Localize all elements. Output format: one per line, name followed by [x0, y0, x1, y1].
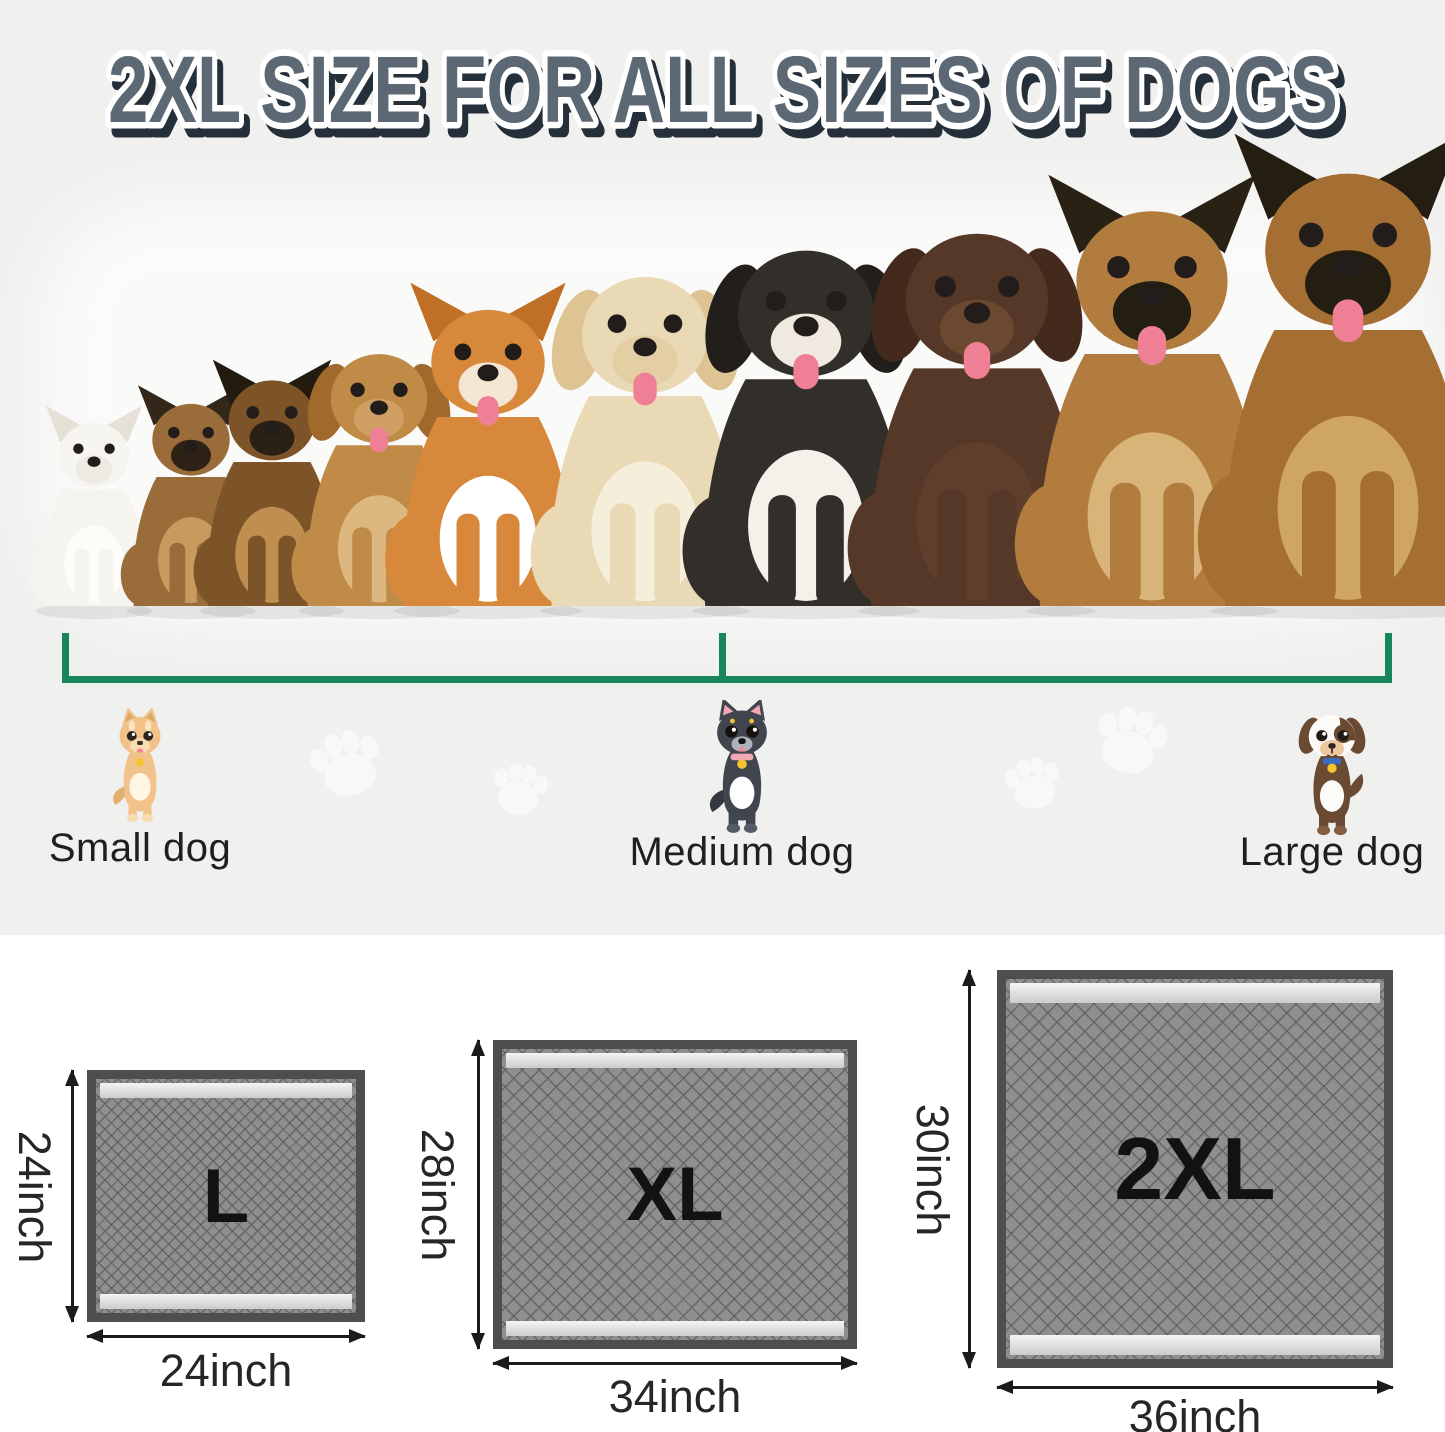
dog-german-shepherd-2 [1197, 133, 1445, 606]
dog-shadow [35, 603, 153, 619]
paw-print-icon [309, 729, 379, 797]
height-arrow-l [65, 1069, 79, 1323]
pad-2xl-top-strip [1010, 983, 1380, 1003]
dog-shadow [1210, 603, 1445, 619]
category-large-dog: Large dog [1172, 706, 1445, 874]
pad-l-top-strip [100, 1083, 352, 1098]
dog-shadow [298, 603, 460, 619]
pad-xl-graphic: XL [493, 1040, 857, 1349]
medium-dog-icon [709, 700, 767, 834]
pad-l-graphic: L [87, 1070, 365, 1322]
category-small-dog: Small dog [0, 708, 300, 870]
size-bracket-tick-right [1385, 633, 1392, 679]
category-label-small: Small dog [48, 826, 232, 870]
pad-size-section: 24inch L 24inch 28inch XL 34inch 30inch [0, 935, 1445, 1432]
dog-shadow [1026, 603, 1278, 619]
width-arrow-l [86, 1329, 366, 1343]
pad-2xl-graphic: 2XL [997, 970, 1393, 1368]
width-label-xl: 34inch [608, 1371, 742, 1422]
height-label-l: 24inch [9, 1130, 60, 1264]
size-bracket-tick-middle [719, 633, 726, 679]
size-bracket-line [62, 676, 1392, 683]
title-outline: 2XL SIZE FOR ALL SIZES OF DOGS [108, 37, 1338, 143]
size-bracket-tick-left [62, 633, 69, 679]
pad-2xl-label: 2XL [1114, 1119, 1276, 1218]
height-arrow-2xl [962, 969, 976, 1369]
height-arrow-xl [471, 1039, 485, 1350]
dog-shadow [393, 603, 583, 619]
height-label-2xl: 30inch [907, 1103, 958, 1237]
width-label-2xl: 36inch [1128, 1391, 1262, 1432]
category-medium-dog: Medium dog [582, 700, 902, 874]
width-arrow-2xl [996, 1380, 1394, 1394]
pad-xl-label: XL [626, 1152, 724, 1237]
title-text: 2XL SIZE FOR ALL SIZES OF DOGS [108, 37, 1338, 143]
paw-print-icon [1004, 756, 1060, 809]
page-title: 2XL SIZE FOR ALL SIZES OF DOGS 2XL SIZE … [102, 31, 1351, 159]
pad-2xl-bottom-strip [1010, 1335, 1380, 1355]
category-label-medium: Medium dog [629, 830, 855, 874]
pad-l-label: L [202, 1153, 250, 1239]
dog-lineup [30, 133, 1445, 619]
dog-shadow [200, 603, 344, 619]
dog-shadow [126, 603, 256, 619]
dog-shadow [540, 603, 750, 619]
width-arrow-xl [492, 1356, 858, 1370]
title-shadow: 2XL SIZE FOR ALL SIZES OF DOGS [114, 46, 1344, 152]
dog-shadow [858, 603, 1096, 619]
height-label-xl: 28inch [412, 1128, 463, 1262]
pad-l-bottom-strip [100, 1294, 352, 1309]
small-dog-icon [113, 708, 161, 823]
paw-print-watermarks [0, 0, 1445, 935]
dog-shadow [692, 603, 920, 619]
category-label-large: Large dog [1239, 830, 1425, 874]
large-dog-icon [1298, 715, 1366, 836]
pad-xl-bottom-strip [506, 1321, 844, 1336]
width-label-l: 24inch [159, 1345, 293, 1396]
paw-print-icon [493, 762, 549, 815]
pad-xl-top-strip [506, 1053, 844, 1068]
dog-corgi [385, 282, 591, 606]
paw-print-icon [1098, 706, 1168, 774]
